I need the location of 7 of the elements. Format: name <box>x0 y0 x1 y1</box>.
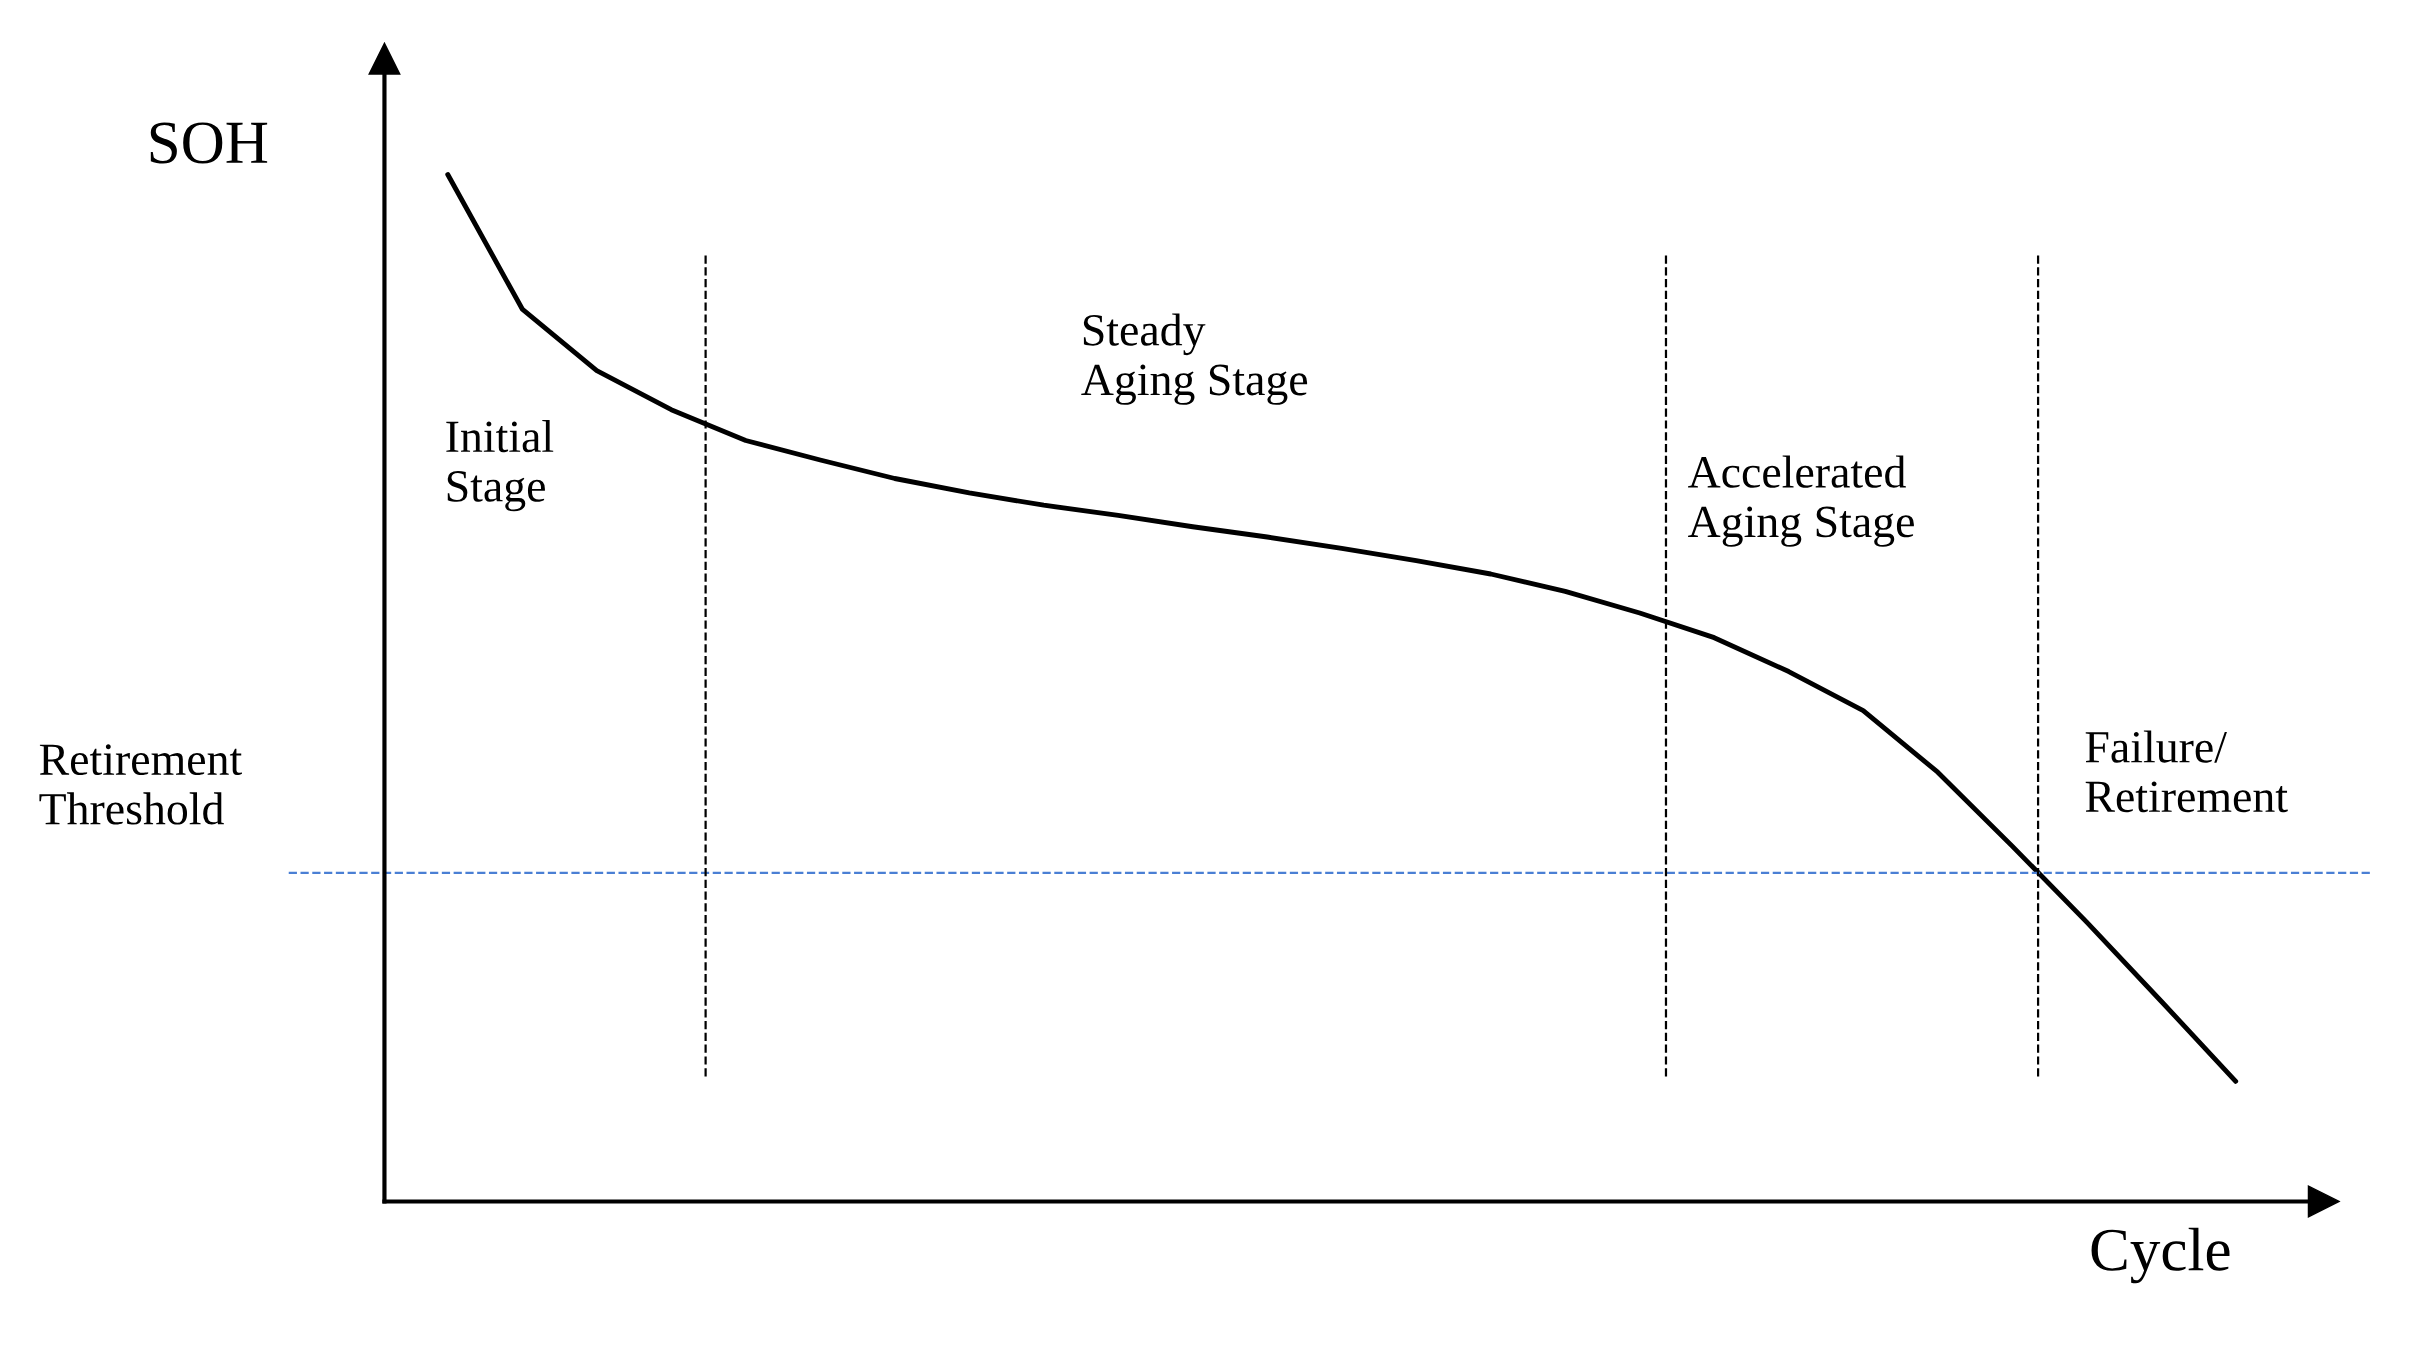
annotation: Accelerated Aging Stage <box>1688 455 1914 547</box>
annotation: Failure/ Retirement <box>2085 730 2288 813</box>
x-axis-title: Cycle <box>2091 1227 2230 1284</box>
annotation: Steady Aging Stage <box>1081 313 1308 405</box>
ref-line-label: Retirement Threshold <box>39 744 242 825</box>
y-axis-title: SOH <box>150 122 268 164</box>
annotation: Initial Stage <box>446 420 554 512</box>
